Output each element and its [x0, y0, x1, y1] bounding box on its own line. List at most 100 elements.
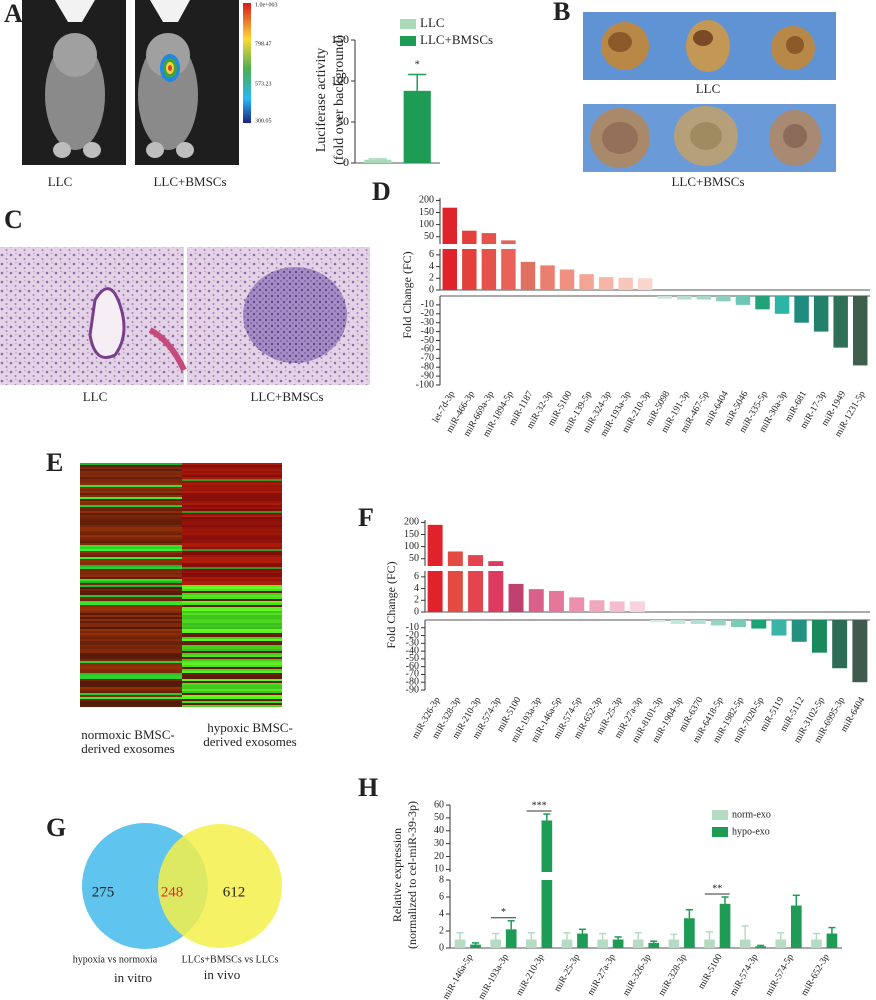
- column-label: hypoxic BMSC-: [207, 720, 293, 735]
- heatmap-cell: [182, 483, 282, 485]
- heatmap-cell: [182, 531, 282, 533]
- bar: [811, 620, 827, 653]
- y-tick-label: -60: [421, 344, 434, 355]
- heatmap-cell: [182, 667, 282, 669]
- bar: [528, 589, 544, 612]
- heatmap-cell: [182, 513, 282, 515]
- heatmap-cell: [182, 479, 282, 481]
- heatmap-cell: [80, 519, 182, 521]
- heatmap-cell: [80, 545, 182, 547]
- venn-count: 248: [161, 884, 184, 900]
- heatmap-cell: [182, 599, 282, 601]
- bar: [612, 939, 624, 948]
- heatmap-cell: [182, 705, 282, 707]
- y-tick-label: 0: [429, 284, 434, 295]
- heatmap-cell: [80, 581, 182, 583]
- heatmap-cell: [182, 521, 282, 523]
- heatmap-cell: [80, 557, 182, 559]
- heatmap-cell: [80, 527, 182, 529]
- heatmap-cell: [182, 635, 282, 637]
- y-tick-label: -30: [406, 638, 419, 649]
- photo-label: LLC+BMSCs: [671, 174, 744, 189]
- heatmap-cell: [182, 621, 282, 623]
- heatmap-cell: [80, 575, 182, 577]
- panel-label: E: [46, 448, 63, 477]
- heatmap-cell: [182, 547, 282, 549]
- venn-label: LLCs+BMSCs vs LLCs: [182, 954, 279, 965]
- heatmap-cell: [80, 529, 182, 531]
- heatmap-cell: [182, 473, 282, 475]
- panel-label: G: [46, 813, 66, 842]
- heatmap-cell: [80, 675, 182, 677]
- y-tick-label: 30: [434, 838, 444, 849]
- heatmap-cell: [182, 515, 282, 517]
- heatmap-cell: [182, 537, 282, 539]
- heatmap-cell: [80, 515, 182, 517]
- x-tick-label: miR-652-3p: [800, 952, 832, 997]
- heatmap-cell: [80, 645, 182, 647]
- heatmap-cell: [182, 485, 282, 487]
- heatmap-cell: [182, 657, 282, 659]
- photo-label: LLC: [696, 81, 721, 96]
- bar: [490, 939, 502, 948]
- y-axis-label: Fold Change (FC): [384, 561, 398, 648]
- heatmap-cell: [182, 689, 282, 691]
- heatmap-cell: [80, 617, 182, 619]
- bar: [577, 933, 588, 948]
- heatmap-cell: [80, 543, 182, 545]
- heatmap-cell: [182, 545, 282, 547]
- y-tick-label: 10: [434, 864, 444, 875]
- heatmap-cell: [80, 613, 182, 615]
- heatmap-cell: [182, 613, 282, 615]
- heatmap-cell: [182, 695, 282, 697]
- heatmap-cell: [80, 605, 182, 607]
- venn-label: hypoxia vs normoxia: [73, 954, 158, 965]
- bar: [501, 240, 516, 244]
- heatmap-cell: [80, 469, 182, 471]
- heatmap-cell: [182, 497, 282, 499]
- heatmap-cell: [182, 697, 282, 699]
- bar: [629, 601, 645, 612]
- bar: [559, 269, 575, 290]
- bar: [751, 620, 767, 629]
- heatmap-cell: [80, 511, 182, 513]
- column-label: derived exosomes: [81, 741, 175, 756]
- heatmap-cell: [182, 575, 282, 577]
- heatmap-cell: [182, 605, 282, 607]
- heatmap-cell: [80, 567, 182, 569]
- mouse-image: [22, 0, 126, 165]
- heatmap-cell: [182, 585, 282, 587]
- heatmap-cell: [80, 693, 182, 695]
- heatmap-cell: [182, 639, 282, 641]
- heatmap-cell: [80, 683, 182, 685]
- heatmap-cell: [182, 539, 282, 541]
- legend-swatch: [712, 827, 728, 837]
- heatmap-cell: [182, 579, 282, 581]
- bar: [488, 561, 504, 566]
- heatmap-cell: [182, 549, 282, 551]
- y-tick-label: 200: [404, 517, 419, 528]
- heatmap-cell: [80, 639, 182, 641]
- y-tick-label: -100: [416, 379, 434, 390]
- colorbar: [243, 3, 251, 123]
- column-label: derived exosomes: [203, 734, 297, 749]
- y-axis-label: Relative expression: [390, 828, 404, 922]
- heatmap-cell: [80, 473, 182, 475]
- legend-label: LLC: [420, 15, 445, 30]
- heatmap-cell: [182, 493, 282, 495]
- bar: [508, 583, 524, 612]
- bar: [704, 939, 715, 948]
- bar: [520, 261, 536, 290]
- heatmap-cell: [182, 679, 282, 681]
- bar: [541, 820, 553, 872]
- heatmap-cell: [80, 497, 182, 499]
- heatmap-cell: [182, 563, 282, 565]
- heatmap-cell: [80, 705, 182, 707]
- heatmap-cell: [80, 631, 182, 633]
- heatmap-cell: [182, 685, 282, 687]
- heatmap-cell: [182, 675, 282, 677]
- heatmap-cell: [182, 489, 282, 491]
- heatmap-cell: [182, 629, 282, 631]
- heatmap-cell: [182, 501, 282, 503]
- heatmap-cell: [80, 615, 182, 617]
